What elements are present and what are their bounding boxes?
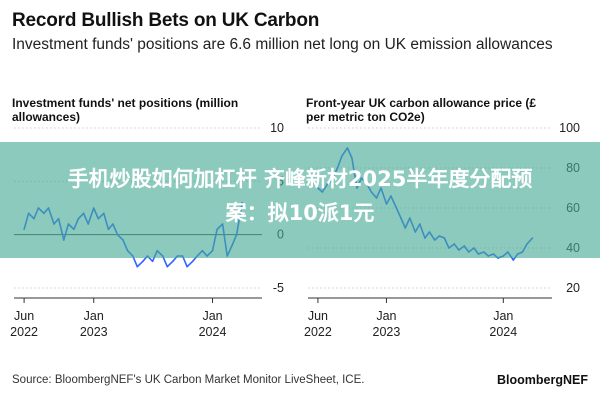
source-note: Source: BloombergNEF's UK Carbon Market … <box>12 374 365 386</box>
left-point-23 <box>136 265 139 268</box>
right-point-40 <box>512 259 515 261</box>
right-x-tick-year-2: 2024 <box>489 325 517 339</box>
left-point-29 <box>166 265 169 268</box>
left-panel-title: Investment funds' net positions (million… <box>12 96 239 124</box>
right-x-tick-year-1: 2023 <box>373 325 401 339</box>
left-x-tick-month-1: Jan <box>84 309 104 323</box>
chart-subtitle: Investment funds' positions are 6.6 mill… <box>12 36 553 53</box>
left-y-tick-3: -5 <box>273 281 284 295</box>
right-panel-title: Front-year UK carbon allowance price (£ … <box>306 96 537 124</box>
right-y-tick-4: 20 <box>566 281 580 295</box>
left-x-tick-year-0: 2022 <box>10 325 38 339</box>
left-x-tick-year-2: 2024 <box>199 325 227 339</box>
left-point-24 <box>142 260 144 263</box>
overlay-text: 手机炒股如何加杠杆 齐峰新材2025半年度分配预 案：拟10派1元 <box>0 162 600 230</box>
right-x-tick-month-1: Jan <box>376 309 396 323</box>
left-point-30 <box>172 260 174 263</box>
left-x-tick-month-2: Jan <box>202 309 222 323</box>
left-point-33 <box>186 265 188 268</box>
right-y-tick-0: 100 <box>559 121 580 135</box>
overlay-line-2: 案：拟10派1元 <box>225 201 375 225</box>
chart-title: Record Bullish Bets on UK Carbon <box>12 10 320 31</box>
brand-logo: BloombergNEF <box>497 373 588 387</box>
right-x-tick-month-0: Jun <box>308 309 328 323</box>
overlay-line-1: 手机炒股如何加杠杆 齐峰新材2025半年度分配预 <box>67 167 533 191</box>
left-x-tick-month-0: Jun <box>14 309 34 323</box>
right-x-tick-year-0: 2022 <box>304 325 332 339</box>
left-y-tick-0: 10 <box>270 121 284 135</box>
right-x-tick-month-2: Jan <box>493 309 513 323</box>
left-point-34 <box>191 260 194 263</box>
left-x-tick-year-1: 2023 <box>80 325 108 339</box>
overlay-banner <box>0 142 600 258</box>
left-point-26 <box>151 260 154 263</box>
